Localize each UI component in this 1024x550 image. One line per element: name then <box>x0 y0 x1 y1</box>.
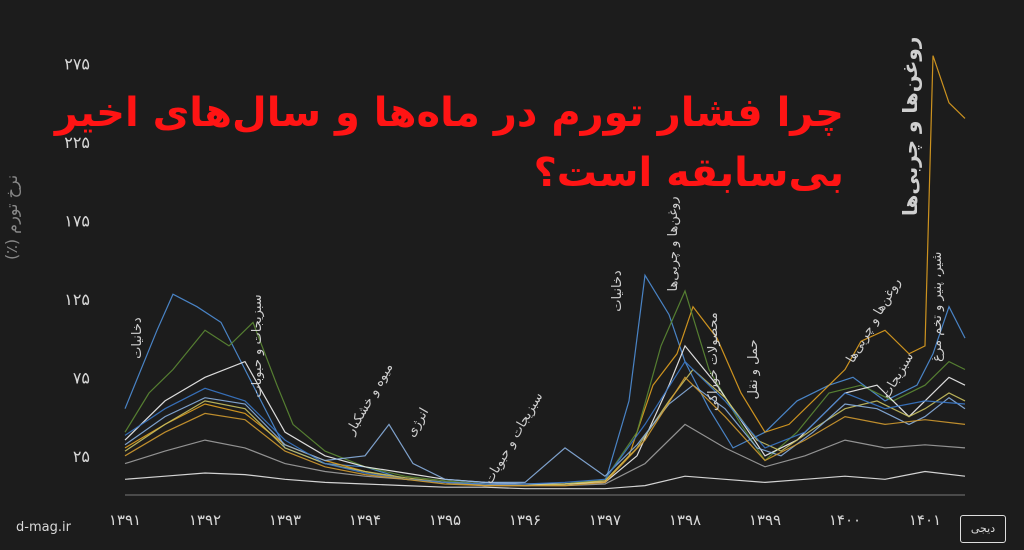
annotation-label: شیر، پنیر و تخم مرغ <box>930 252 945 362</box>
series-line-3 <box>124 344 966 485</box>
chart-title-line2: بی‌سابقه است؟ <box>533 150 844 196</box>
annotation-label: محصولات خوراکی <box>706 312 721 411</box>
y-axis-ticks: ۲۵ ۷۵ ۱۲۵ ۱۷۵ ۲۲۵ ۲۷۵ <box>64 55 90 466</box>
x-tick-label: ۱۴۰۰ <box>829 511 861 529</box>
annotation-label: سبزیجات و حبوبات <box>250 294 265 397</box>
x-tick-label: ۱۳۹۶ <box>509 511 541 529</box>
site-url: d-mag.ir <box>16 520 71 535</box>
annotation-label: سبزیجات <box>879 350 917 401</box>
y-axis-label: نرخ تورم (٪) <box>2 174 21 260</box>
annotation-label: روغن‌ها و چربی‌ها <box>844 276 905 366</box>
y-tick-label: ۱۲۵ <box>64 290 90 309</box>
series-line-7 <box>124 470 966 490</box>
x-tick-label: ۱۳۹۱ <box>109 511 141 529</box>
x-tick-label: ۱۳۹۸ <box>669 511 701 529</box>
annotation-label: دخانیات <box>610 270 625 312</box>
x-tick-label: ۱۳۹۲ <box>189 511 221 529</box>
y-tick-label: ۲۵ <box>73 447 90 466</box>
annotation-label: روغن‌ها و چربی‌ها <box>666 196 681 291</box>
y-tick-label: ۱۷۵ <box>64 211 90 230</box>
x-tick-label: ۱۳۹۹ <box>749 511 781 529</box>
series-line-8 <box>124 360 966 485</box>
x-tick-label: ۱۴۰۱ <box>909 511 941 529</box>
y-tick-label: ۲۲۵ <box>64 133 90 152</box>
annotation-label: روغن‌ها و چربی‌ها <box>898 37 923 216</box>
series-line-4 <box>124 368 966 487</box>
x-tick-label: ۱۳۹۴ <box>349 511 381 529</box>
series-line-5 <box>124 384 966 483</box>
y-tick-label: ۷۵ <box>73 368 90 387</box>
annotation-label: حمل و نقل <box>746 339 761 399</box>
x-tick-label: ۱۳۹۵ <box>429 511 461 529</box>
x-tick-label: ۱۳۹۳ <box>269 511 301 529</box>
x-axis-ticks: ۱۳۹۱ ۱۳۹۲ ۱۳۹۳ ۱۳۹۴ ۱۳۹۵ ۱۳۹۶ ۱۳۹۷ ۱۳۹۸ ۱۳۹۹ ۱۴۰۰… <box>109 511 941 529</box>
brand-logo: دیجی <box>960 515 1006 543</box>
annotation-label: میوه و خشکبار <box>343 361 396 439</box>
x-tick-label: ۱۳۹۷ <box>589 511 621 529</box>
series-line-0 <box>124 273 966 487</box>
series-line-9 <box>124 376 966 487</box>
chart-title-line1: چرا فشار تورم در ماه‌ها و سال‌های اخیر <box>54 90 844 136</box>
annotation-label: انرژی <box>404 406 432 440</box>
annotation-label: دخانیات <box>130 317 145 359</box>
y-tick-label: ۲۷۵ <box>64 55 90 74</box>
plot-lines <box>124 55 966 496</box>
